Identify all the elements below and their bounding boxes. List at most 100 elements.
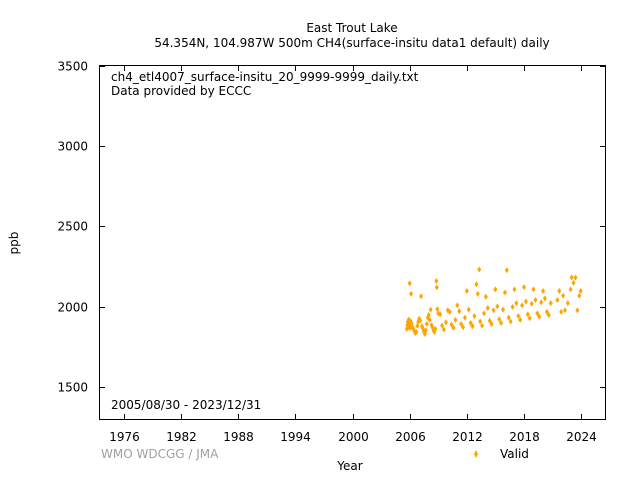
data-point (520, 302, 525, 309)
x-tick-label: 1988 (223, 430, 254, 444)
data-point (423, 327, 428, 334)
data-point (464, 287, 469, 294)
y-axis: 1500 2000 2500 3000 3500 (57, 60, 605, 395)
y-axis-label: ppb (7, 232, 21, 255)
data-point (453, 316, 458, 323)
data-point (489, 321, 494, 328)
data-point (428, 306, 433, 313)
data-point (495, 303, 500, 310)
data-point (506, 314, 511, 321)
data-point (478, 318, 483, 325)
data-point (527, 315, 532, 322)
data-point (548, 300, 553, 307)
data-point (481, 310, 486, 317)
data-point (522, 284, 527, 291)
data-point (510, 304, 515, 311)
data-point (508, 318, 513, 325)
data-point (529, 300, 534, 307)
data-point (569, 274, 574, 281)
data-point (559, 308, 564, 315)
data-point (466, 306, 471, 313)
data-point (542, 295, 547, 302)
data-point (541, 287, 546, 294)
data-point (459, 321, 464, 328)
data-point (577, 292, 582, 299)
data-point (571, 279, 576, 286)
data-point (426, 312, 431, 319)
data-point (480, 322, 485, 329)
data-point (525, 311, 530, 318)
x-tick-label: 2006 (395, 430, 426, 444)
data-point (462, 314, 467, 321)
data-point (483, 293, 488, 300)
data-point (475, 290, 480, 297)
date-range-annotation: 2005/08/30 - 2023/12/31 (111, 398, 261, 412)
chart-subtitle: 54.354N, 104.987W 500m CH4(surface-insit… (154, 36, 549, 50)
data-point (485, 304, 490, 311)
data-point (502, 289, 507, 296)
data-point (491, 307, 496, 314)
y-tick-label: 1500 (57, 381, 88, 395)
data-point (557, 287, 562, 294)
data-point (504, 267, 509, 274)
data-point (449, 321, 454, 328)
y-tick-label: 2000 (57, 301, 88, 315)
y-tick-label: 2500 (57, 220, 88, 234)
data-point (443, 319, 448, 326)
legend-label-valid: Valid (500, 447, 529, 461)
data-point (424, 321, 429, 328)
provider-annotation: Data provided by ECCC (111, 84, 251, 98)
data-point (470, 323, 475, 330)
data-point (537, 313, 542, 320)
data-point (531, 286, 536, 293)
data-point (418, 317, 423, 324)
data-point (447, 308, 452, 315)
data-point (441, 326, 446, 333)
data-point (568, 286, 573, 293)
data-point (578, 287, 583, 294)
data-point (544, 308, 549, 315)
chart-title: East Trout Lake (306, 21, 397, 35)
data-point (440, 322, 445, 329)
data-point (565, 300, 570, 307)
y-tick-label: 3000 (57, 140, 88, 154)
data-point (434, 284, 439, 291)
x-axis: 1976 1982 1988 1994 2000 2006 2012 2018 2024 (109, 66, 597, 444)
y-tick-label: 3500 (57, 60, 88, 74)
data-point (474, 281, 479, 288)
data-point (451, 324, 456, 331)
x-tick-label: 1994 (280, 430, 311, 444)
data-point (523, 298, 528, 305)
data-point (555, 296, 560, 303)
data-point (487, 317, 492, 324)
plot-frame (99, 65, 606, 420)
data-point (499, 320, 504, 327)
credit-text: WMO WDCGG / JMA (101, 447, 219, 461)
data-point (561, 292, 566, 299)
data-point (575, 307, 580, 314)
data-point (539, 299, 544, 306)
data-point (514, 300, 519, 307)
data-point (457, 308, 462, 315)
data-point (427, 316, 432, 323)
data-point (518, 316, 523, 323)
data-point (419, 293, 424, 300)
x-tick-label: 1982 (166, 430, 197, 444)
legend-marker-valid (474, 450, 478, 458)
data-point (501, 306, 506, 313)
data-point (438, 311, 443, 318)
data-point (512, 286, 517, 293)
legend: Valid (474, 447, 529, 461)
x-axis-label: Year (336, 459, 362, 473)
data-point (468, 320, 473, 327)
data-point (461, 324, 466, 331)
data-point (497, 316, 502, 323)
data-point (409, 290, 414, 297)
data-point (573, 274, 578, 281)
x-tick-label: 2000 (338, 430, 369, 444)
x-tick-label: 1976 (109, 430, 140, 444)
filename-annotation: ch4_etl4007_surface-insitu_20_9999-9999_… (111, 70, 419, 84)
data-point (516, 312, 521, 319)
data-point (434, 278, 439, 285)
data-points (404, 266, 583, 337)
